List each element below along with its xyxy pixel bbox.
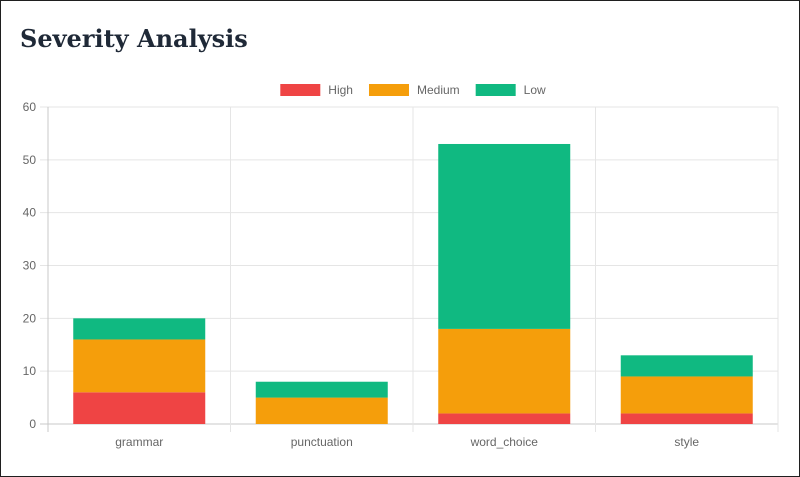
bar-grammar-low[interactable] <box>73 318 206 340</box>
legend-label-high[interactable]: High <box>328 83 353 97</box>
chart-legend: High Medium Low <box>280 83 546 97</box>
x-tick-label: word_choice <box>470 435 539 449</box>
y-tick-label: 30 <box>23 259 37 273</box>
bar-grammar-medium[interactable] <box>73 339 206 393</box>
page-title: Severity Analysis <box>20 24 248 53</box>
chart-gridlines <box>40 106 779 432</box>
bar-grammar-high[interactable] <box>73 392 206 424</box>
chart-axes: 0 10 20 30 40 50 60 grammar punctuation word_choi… <box>23 100 700 449</box>
bar-punctuation-medium[interactable] <box>255 397 388 424</box>
legend-swatch-low[interactable] <box>475 84 516 96</box>
y-tick-label: 60 <box>23 100 37 114</box>
legend-label-low[interactable]: Low <box>524 83 546 97</box>
y-tick-label: 10 <box>23 364 37 378</box>
x-tick-label: grammar <box>115 435 163 449</box>
bar-word_choice-low[interactable] <box>438 143 571 329</box>
legend-label-medium[interactable]: Medium <box>417 83 460 97</box>
x-tick-label: punctuation <box>291 435 353 449</box>
y-tick-label: 0 <box>29 417 36 431</box>
legend-swatch-medium[interactable] <box>368 84 409 96</box>
y-tick-label: 20 <box>23 311 37 325</box>
legend-swatch-high[interactable] <box>280 84 321 96</box>
y-tick-label: 50 <box>23 153 37 167</box>
bar-word_choice-medium[interactable] <box>438 328 571 414</box>
bar-style-medium[interactable] <box>620 376 753 414</box>
y-tick-label: 40 <box>23 206 37 220</box>
bar-style-high[interactable] <box>620 413 753 424</box>
x-tick-label: style <box>674 435 699 449</box>
chart-bars <box>73 143 753 424</box>
bar-punctuation-low[interactable] <box>255 381 388 398</box>
bar-style-low[interactable] <box>620 355 753 377</box>
bar-word_choice-high[interactable] <box>438 413 571 424</box>
